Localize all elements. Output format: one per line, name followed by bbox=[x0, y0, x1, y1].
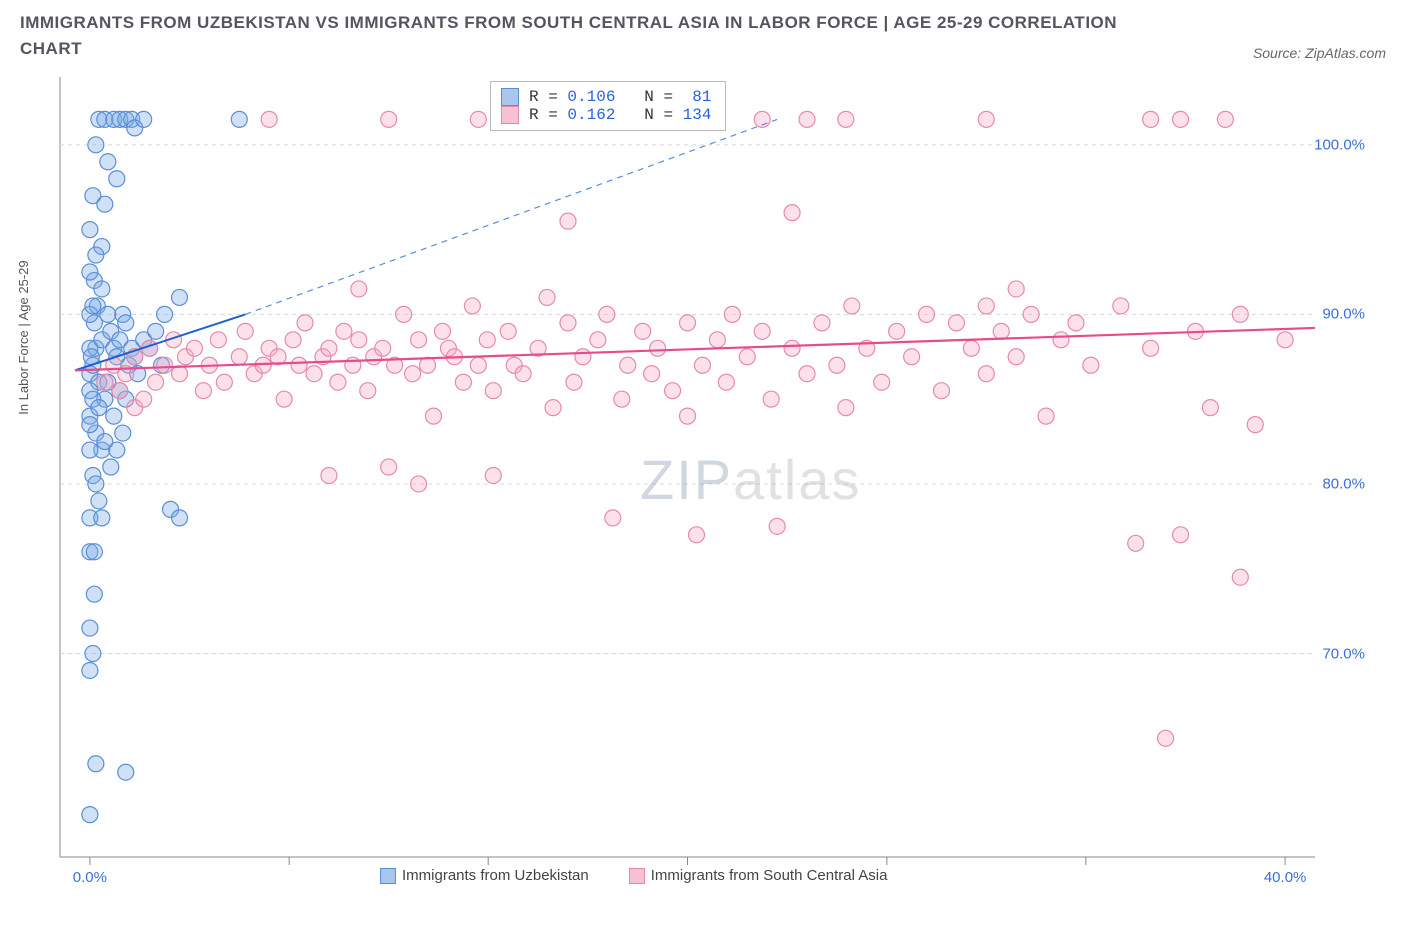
correlation-stats-box: R = 0.106 N = 81R = 0.162 N = 134 bbox=[490, 81, 726, 131]
legend-item: Immigrants from Uzbekistan bbox=[380, 867, 589, 884]
stats-swatch bbox=[501, 106, 519, 124]
y-tick-label: 90.0% bbox=[1322, 306, 1365, 323]
legend-bottom: Immigrants from Uzbekistan Immigrants fro… bbox=[380, 867, 887, 884]
legend-swatch bbox=[380, 868, 396, 884]
title-line-1: IMMIGRANTS FROM UZBEKISTAN VS IMMIGRANTS… bbox=[20, 13, 1117, 32]
source-attribution: Source: ZipAtlas.com bbox=[1253, 45, 1386, 61]
stats-swatch bbox=[501, 88, 519, 106]
legend-item: Immigrants from South Central Asia bbox=[629, 867, 888, 884]
x-tick-label: 40.0% bbox=[1264, 869, 1307, 886]
legend-swatch bbox=[629, 868, 645, 884]
chart-container: In Labor Force | Age 25-29 ZIPatlas R = … bbox=[20, 67, 1370, 917]
stats-text: R = 0.106 N = 81 bbox=[529, 88, 711, 106]
scatter-plot bbox=[20, 67, 1370, 887]
chart-title: IMMIGRANTS FROM UZBEKISTAN VS IMMIGRANTS… bbox=[20, 10, 1117, 61]
y-tick-label: 100.0% bbox=[1314, 136, 1365, 153]
y-axis-label: In Labor Force | Age 25-29 bbox=[16, 260, 31, 414]
legend-label: Immigrants from South Central Asia bbox=[651, 867, 888, 884]
x-tick-label: 0.0% bbox=[73, 869, 107, 886]
stats-text: R = 0.162 N = 134 bbox=[529, 106, 711, 124]
y-tick-label: 70.0% bbox=[1322, 645, 1365, 662]
legend-label: Immigrants from Uzbekistan bbox=[402, 867, 589, 884]
stats-row: R = 0.162 N = 134 bbox=[501, 106, 711, 124]
title-line-2: CHART bbox=[20, 39, 82, 58]
y-tick-label: 80.0% bbox=[1322, 475, 1365, 492]
stats-row: R = 0.106 N = 81 bbox=[501, 88, 711, 106]
